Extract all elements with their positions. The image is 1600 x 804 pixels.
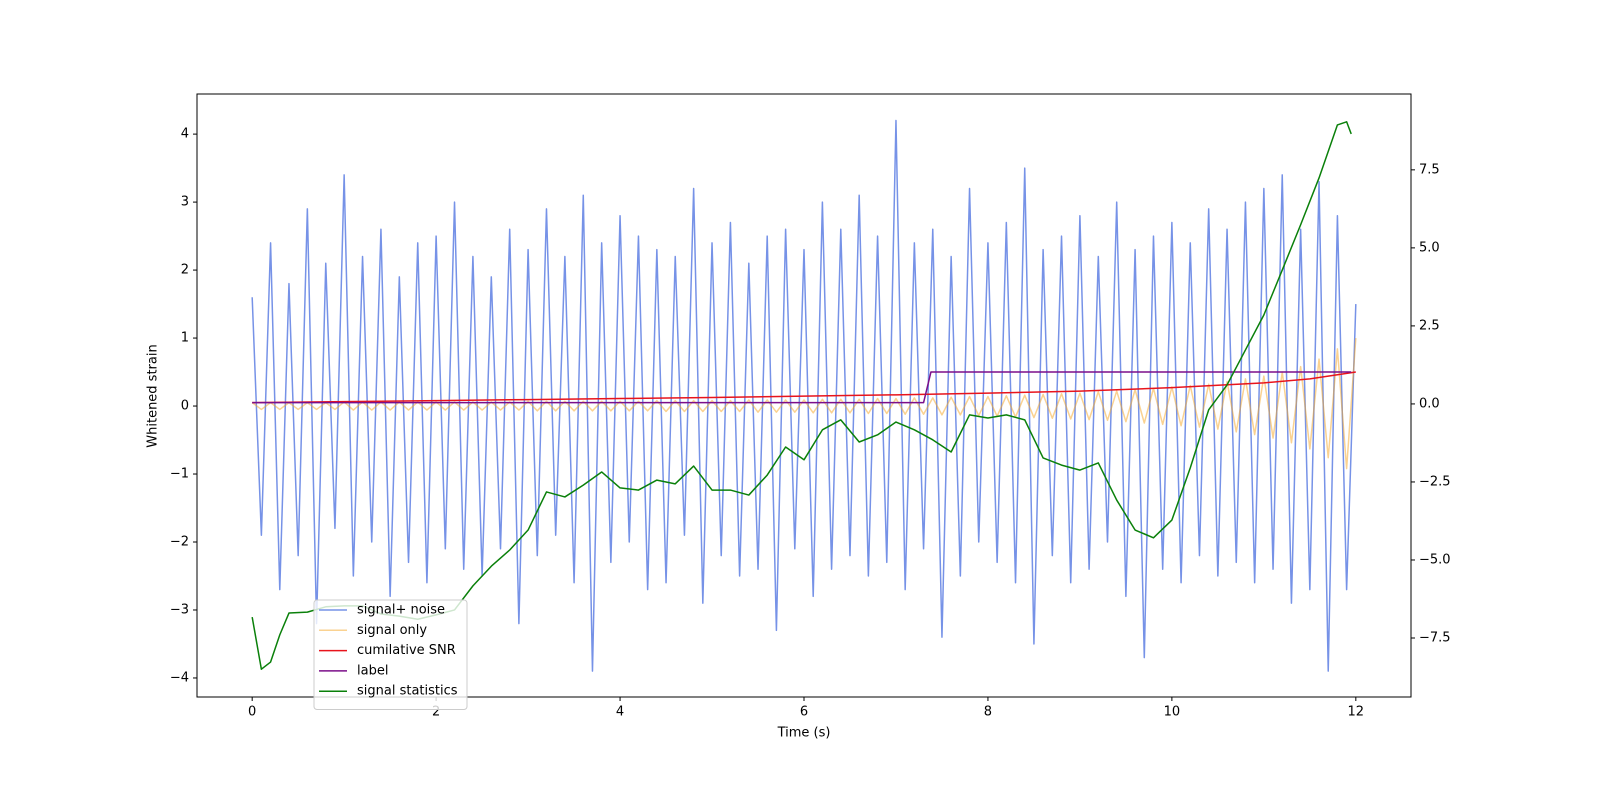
x-axis-label: Time (s) — [777, 726, 831, 741]
y-tick-label: 0 — [181, 399, 189, 414]
y-tick-label: 2 — [181, 263, 189, 278]
x-tick-label: 12 — [1348, 705, 1365, 720]
legend: signal+ noise signal only cumilative SNR la… — [313, 599, 468, 710]
y-tick-label: 1 — [181, 331, 189, 346]
y-tick-label: −2 — [170, 535, 189, 550]
y2-tick-label: −7.5 — [1419, 631, 1451, 646]
legend-label: signal statistics — [357, 684, 458, 699]
x-tick-label: 10 — [1164, 705, 1181, 720]
x-tick-label: 4 — [616, 705, 624, 720]
series-line — [252, 371, 1356, 404]
y2-tick-label: 0.0 — [1419, 396, 1440, 411]
y-tick-label: −3 — [170, 602, 189, 617]
y-tick-label: −4 — [170, 670, 189, 685]
x-tick-label: 0 — [248, 705, 256, 720]
series-line — [251, 119, 1357, 672]
legend-label: label — [357, 663, 388, 678]
y-tick-label: 4 — [181, 127, 189, 142]
y2-tick-label: −2.5 — [1419, 474, 1451, 489]
x-tick-label: 6 — [800, 705, 808, 720]
legend-label: signal only — [357, 623, 427, 638]
legend-box — [313, 599, 468, 710]
y2-tick-label: 2.5 — [1419, 318, 1440, 333]
legend-label: cumilative SNR — [357, 643, 456, 658]
legend-label: signal+ noise — [357, 603, 445, 618]
y2-tick-label: −5.0 — [1419, 552, 1451, 567]
y2-tick-label: 7.5 — [1419, 162, 1440, 177]
y2-tick-label: 5.0 — [1419, 240, 1440, 255]
x-tick-label: 2 — [432, 705, 440, 720]
axes: 0 2 4 6 8 10 12−4−3−2−101234−7.5−5.0−2.50.02.5… — [170, 127, 1451, 720]
x-tick-label: 8 — [984, 705, 992, 720]
y-tick-label: 3 — [181, 195, 189, 210]
plot-area — [251, 119, 1357, 672]
y-axis-label: Whitened strain — [146, 344, 161, 447]
series-line — [252, 371, 1352, 404]
y-tick-label: −1 — [170, 467, 189, 482]
